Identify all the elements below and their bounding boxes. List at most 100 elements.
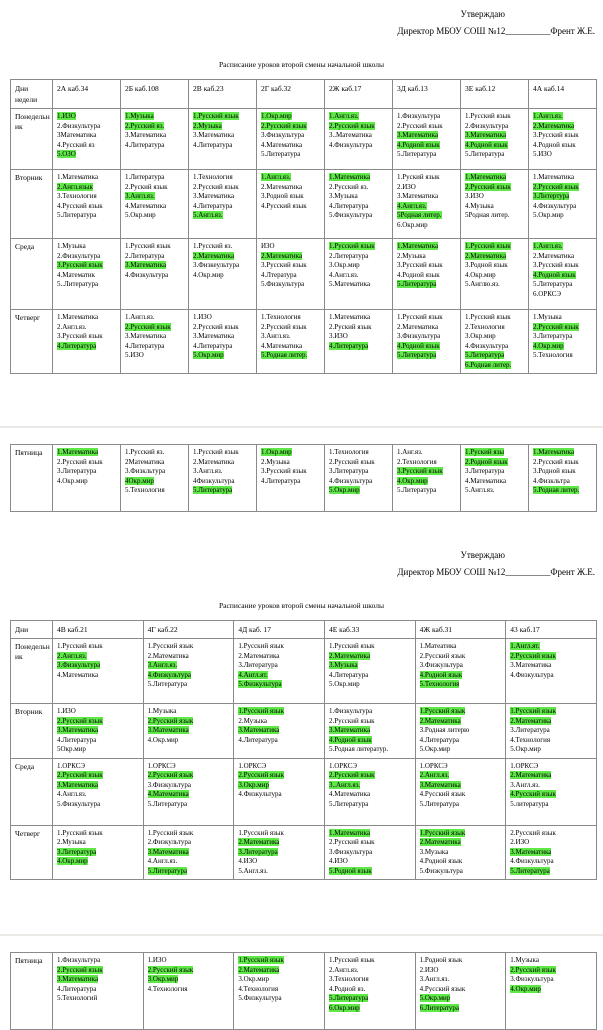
lesson-entry: 3.Математика <box>238 726 280 734</box>
lesson-entry: 2.Литература <box>125 251 165 260</box>
lesson-entry: 4.Математика <box>261 140 303 149</box>
lesson-cell: 1.Англ.яз. 2.Математика 3.Русский язык 4.Ро… <box>528 108 597 170</box>
lesson-cell: 1.Технология 2.Русский язык 3.Литература 4.… <box>324 444 393 512</box>
lesson-entry: 4.Математика <box>261 341 303 350</box>
lesson-cell: 1.Математика 2.Русский яз. 3.Музыка 4.Литер… <box>324 169 393 239</box>
lesson-entry: 1.Англ.яз. <box>125 313 155 321</box>
lesson-entry: 4.Родной язык <box>397 341 440 350</box>
day-row: Понедельник 1.ИЗО 2.Физкультура 3Математика… <box>10 108 597 170</box>
lesson-entry: 3.Физкультура <box>147 780 191 789</box>
day-label: Понедельник <box>10 638 53 704</box>
lesson-entry: 2.Технология <box>397 457 437 466</box>
lesson-entry: 2.Математика <box>147 651 189 660</box>
class-header: 2А каб.34 <box>52 79 121 109</box>
lesson-entry: 5.Англ.яз. <box>238 866 268 875</box>
approve-text: Утверждаю <box>460 9 505 19</box>
lesson-entry: 4Окр.мир <box>125 476 154 485</box>
lesson-entry: 1.Музыка <box>147 707 177 715</box>
lesson-entry: 1.Музыка <box>533 313 562 321</box>
lesson-entry: 4.Литература <box>57 341 97 350</box>
class-header: 4Ж каб.31 <box>414 620 507 639</box>
lesson-entry: 3.Окр.мир <box>147 975 179 983</box>
lesson-entry: 2.Математика <box>419 716 461 725</box>
lesson-cell: 1.Музыка 2.Физкультура 3.Русский язык 4.Мат… <box>52 238 121 310</box>
lesson-entry: 6.Родная литер. <box>465 360 512 369</box>
lesson-entry: 3.Физкультура <box>510 975 554 983</box>
lesson-cell: 1.ОРКСЭ 2.Русский язык 3..Англ.яз. 4.Матема… <box>323 757 416 826</box>
lesson-entry: 3.Технология <box>328 975 369 983</box>
lesson-entry: 5.Технология <box>419 680 460 688</box>
lesson-cell: 1.Русский язык 2.Музыка 3.Математика 4.Лите… <box>188 108 257 170</box>
day-label: Среда <box>10 757 53 826</box>
lesson-entry: 5.Окр.мир <box>329 486 360 494</box>
lesson-cell: 1.Русский язык 2.Математика 3.Родной язык 4… <box>460 238 529 310</box>
lesson-entry: 3.Англ.яз. <box>510 780 540 789</box>
lesson-entry: 3.Физкультура <box>397 332 441 340</box>
lesson-entry: 3.Математика <box>57 726 99 734</box>
day-row: Вторник 1.Математика 2.Англ.язык 3.Технолог… <box>10 169 597 239</box>
lesson-entry: 3.Математика <box>465 131 507 139</box>
lesson-entry: 1.Родной язык <box>419 956 463 964</box>
lesson-entry: 5.Литература <box>397 486 437 494</box>
lesson-entry: 2.ИЗО <box>397 182 416 191</box>
lesson-entry: 1.ОРКСЭ <box>419 761 448 770</box>
lesson-entry: 5.Литература <box>397 351 437 359</box>
schedule-title: Расписание уроков второй смены начальной… <box>218 601 384 610</box>
days-column-header: Дни недели <box>10 79 53 109</box>
lesson-entry: 2.Русский язык <box>510 828 556 837</box>
lesson-entry: 1.Русский язык <box>465 112 511 120</box>
lesson-cell: 1.Технология 2.Русский язык 3.Англ.яз. 4.Ма… <box>256 309 325 374</box>
lesson-entry: 4.Математика <box>57 670 99 679</box>
lesson-entry: 2.ИЗО <box>510 838 530 846</box>
class-header: 3Е каб.12 <box>460 79 529 109</box>
lesson-entry: 3.Математика <box>57 780 99 789</box>
lesson-cell: 1.Русский язык 2.Музыка 3.Литература 4.Окр.… <box>52 824 144 880</box>
lesson-cell: 1.ИЗО 2.Русский язык 3.Математика 4.Литерат… <box>188 309 257 374</box>
lesson-entry: 3.Математика <box>125 332 167 340</box>
lesson-entry: 2.Русский язык <box>193 322 239 331</box>
lesson-entry: 5.Литература <box>261 150 301 158</box>
lesson-entry: 4.Русский язык <box>57 201 103 210</box>
lesson-entry: 4.Англ.яз. <box>57 790 87 798</box>
lesson-entry: 1.Музыка <box>510 956 539 964</box>
lesson-entry: 4.Литература <box>261 476 301 485</box>
lesson-entry: 2.Русский язык <box>261 121 307 130</box>
lesson-entry: 1.ИЗО <box>193 313 212 321</box>
timetable-grid: Пятница 1.Физкультура 2.Русский язык 3.Мате… <box>10 952 597 1030</box>
lesson-entry: 2.Русский язык <box>533 182 579 191</box>
lesson-entry: 1.ОРКСЭ <box>147 761 176 770</box>
class-header: 4Г каб.22 <box>142 620 235 639</box>
lesson-cell: 1.Математика 2.Русский язык 3.Литература 4.… <box>52 444 121 512</box>
lesson-cell: 1.ОРКСЭ 2.Русский язык 3.Физкультура 4.Мате… <box>142 757 235 826</box>
lesson-entry: 3.Литература <box>57 847 97 856</box>
lesson-entry: 1.Руский язык <box>397 173 440 181</box>
lesson-entry: 1.Математика <box>329 313 371 321</box>
lesson-cell: 1.Русский яз. 2Математика 3.Физкльтура 4Окр… <box>120 444 189 512</box>
lesson-entry: 2.Математика <box>193 251 235 260</box>
lesson-entry: 3.Англ.яз. <box>147 661 178 669</box>
lesson-entry: 5.Технология <box>533 351 573 359</box>
lesson-entry: 3.Окр.мир <box>238 780 269 789</box>
timetable-grid: Дни недели 2А каб.34 2Б каб.108 2В каб.23 2Г… <box>10 79 597 374</box>
lesson-entry: 4.Русский язык <box>419 790 466 798</box>
lesson-entry: 3.Физкультура <box>261 131 305 139</box>
lesson-entry: 1.ИЗО <box>57 707 76 715</box>
lesson-entry: 1.Русский яз. <box>125 448 165 456</box>
lesson-entry: 3.Физкультура <box>57 661 101 669</box>
lesson-cell: 1.Русский язык 2.Литература 3.Окр.мир 4.Анг… <box>324 238 393 310</box>
lesson-entry: 3Математика <box>57 131 97 139</box>
lesson-entry: 4.Математика <box>147 790 189 798</box>
day-label: Пятница <box>10 952 53 1030</box>
lesson-entry: 4.Окр.мир <box>57 857 88 865</box>
lesson-entry: 3.Математика <box>328 726 371 734</box>
lesson-entry: 1.Русский язык <box>238 828 284 837</box>
lesson-entry: 3.Англ.яз. <box>125 192 155 200</box>
lesson-entry: 5.Родная литер. <box>533 486 580 494</box>
lesson-entry: 5.Технологий <box>57 994 98 1002</box>
lesson-entry: 2.Русский язык <box>329 121 375 130</box>
lesson-entry: 2.Русский язык <box>147 965 194 974</box>
lesson-entry: 4.Родной яз. <box>328 984 366 993</box>
lesson-entry: 2Математика <box>125 457 165 466</box>
lesson-entry: 1.Русский язык <box>193 112 239 120</box>
lesson-entry: 4.Литература <box>125 341 165 350</box>
